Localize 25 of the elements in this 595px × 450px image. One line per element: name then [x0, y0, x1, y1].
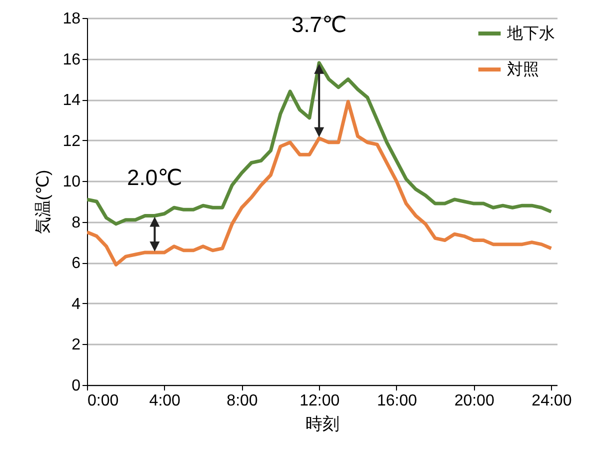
y-tick-label: 6: [72, 255, 81, 272]
x-tick-label: 24:00: [532, 392, 572, 410]
annotation: 3.7℃: [291, 12, 347, 37]
y-tick-label: 2: [72, 336, 81, 354]
x-tick-label: 12:00: [300, 392, 340, 410]
legend-label: 対照: [507, 60, 539, 78]
x-tick-label: 4:00: [149, 392, 181, 410]
legend-label: 地下水: [506, 24, 555, 42]
line-series: [87, 100, 553, 266]
x-tick-label: 16:00: [376, 392, 418, 410]
x-axis-title: 時刻: [306, 414, 340, 434]
line-series: [87, 61, 553, 226]
y-tick-label: 18: [62, 10, 81, 28]
x-tick-label: 20:00: [454, 392, 494, 410]
y-tick-label: 10: [62, 174, 81, 191]
x-tick-label: 8:00: [226, 392, 258, 410]
y-tick-label: 12: [62, 132, 81, 150]
y-tick-label: 8: [72, 214, 81, 232]
y-tick-label: 0: [72, 378, 81, 394]
y-tick-label: 4: [72, 296, 81, 313]
x-tick-label: 0:00: [88, 392, 119, 410]
annotation: 2.0℃: [127, 164, 182, 190]
y-tick-label: 16: [62, 51, 81, 68]
y-tick-label: 14: [62, 92, 81, 110]
y-axis-title: 気温(℃): [34, 170, 53, 234]
